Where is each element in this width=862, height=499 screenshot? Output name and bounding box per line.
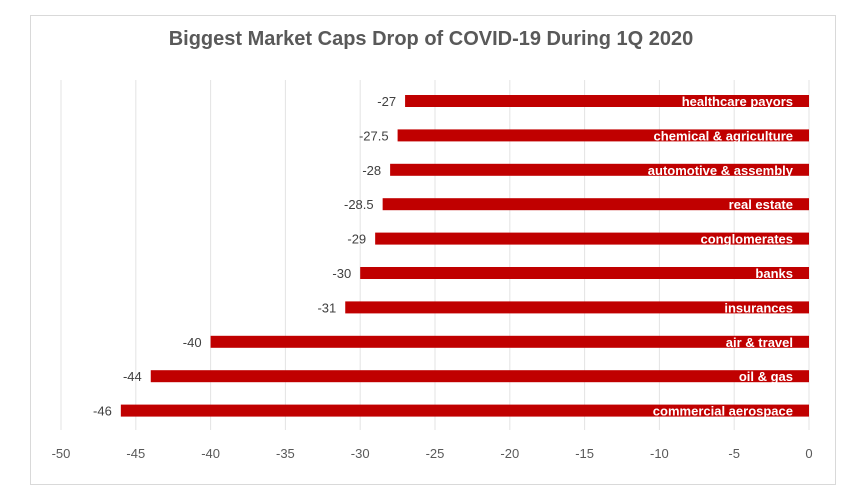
category-label: air & travel (726, 335, 793, 350)
x-tick-label: 0 (805, 446, 812, 461)
category-label: insurances (724, 300, 793, 315)
x-tick-label: -15 (575, 446, 594, 461)
bar (397, 129, 809, 142)
data-label: -31 (317, 300, 336, 315)
category-label: oil & gas (739, 369, 793, 384)
data-label: -30 (332, 266, 351, 281)
data-label: -44 (123, 369, 142, 384)
data-label: -27.5 (359, 128, 389, 143)
x-tick-label: -10 (650, 446, 669, 461)
x-tick-label: -30 (351, 446, 370, 461)
x-tick-label: -40 (201, 446, 220, 461)
category-label: real estate (729, 197, 793, 212)
data-label: -40 (183, 335, 202, 350)
x-tick-label: -50 (52, 446, 71, 461)
x-tick-label: -20 (500, 446, 519, 461)
x-tick-label: -35 (276, 446, 295, 461)
x-tick-label: -45 (126, 446, 145, 461)
category-label: chemical & agriculture (654, 128, 793, 143)
bar (382, 198, 809, 211)
data-label: -28.5 (344, 197, 374, 212)
bar (405, 95, 809, 107)
data-label: -28 (362, 163, 381, 178)
bar (360, 267, 809, 279)
category-label: automotive & assembly (648, 163, 794, 178)
x-tick-label: -5 (728, 446, 740, 461)
data-label: -29 (347, 232, 366, 247)
x-tick-label: -25 (426, 446, 445, 461)
bar (210, 335, 810, 348)
bar (345, 301, 809, 314)
category-label: banks (755, 266, 793, 281)
bar (390, 163, 809, 176)
bar (375, 232, 809, 245)
chart-title: Biggest Market Caps Drop of COVID-19 Dur… (168, 28, 694, 50)
data-label: -46 (93, 404, 112, 419)
category-label: conglomerates (701, 232, 793, 247)
bar (120, 404, 810, 417)
data-label: -27 (377, 94, 396, 109)
category-label: healthcare payors (682, 94, 793, 109)
category-label: commercial aerospace (653, 404, 793, 419)
bar (150, 370, 809, 383)
